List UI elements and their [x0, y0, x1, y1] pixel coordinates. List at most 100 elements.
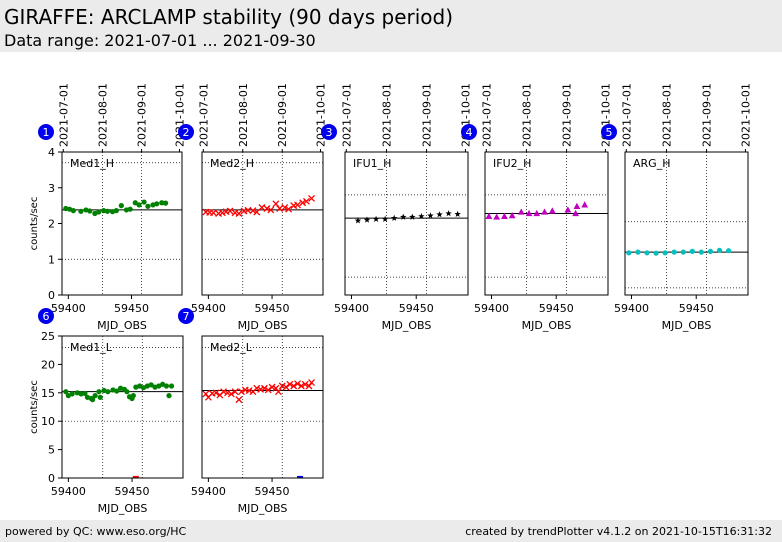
panel-label: IFU2_H — [493, 157, 531, 170]
data-point — [267, 206, 275, 214]
data-point — [308, 195, 315, 202]
date-tick-label: 2021-07-01 — [340, 83, 353, 147]
data-point — [454, 210, 461, 217]
panel-number: 6 — [43, 310, 50, 323]
data-point — [276, 205, 284, 212]
data-point — [707, 248, 714, 254]
panel-number-badge — [601, 124, 617, 140]
data-point — [238, 388, 245, 396]
data-point — [716, 247, 723, 253]
y-tick-label: 1 — [48, 253, 55, 266]
data-point — [290, 382, 298, 390]
data-point — [294, 380, 301, 388]
data-point — [698, 249, 704, 255]
panel-label: IFU1_H — [353, 157, 391, 170]
plot-frame — [61, 335, 184, 479]
data-point — [70, 208, 76, 214]
x-axis-label: MJD_OBS — [97, 319, 147, 332]
data-point — [92, 393, 98, 399]
plot-frame — [201, 335, 324, 479]
data-point — [227, 390, 235, 398]
panel-number: 7 — [183, 310, 190, 323]
data-point — [573, 202, 581, 209]
date-tick-label: 2021-09-01 — [701, 83, 714, 147]
data-point — [87, 208, 93, 214]
report-header: GIRAFFE: ARCLAMP stability (90 days peri… — [0, 0, 782, 52]
panel-number: 2 — [183, 126, 190, 139]
panel-number-badge — [461, 124, 477, 140]
data-point — [564, 206, 572, 213]
data-point — [226, 207, 234, 215]
plot-panel-med2-h: Med2_H 2 59400 59450 MJD_OBS 2021-07-01 2021-0… — [178, 83, 327, 332]
data-point — [294, 201, 301, 209]
data-point — [281, 203, 289, 211]
data-point — [97, 394, 103, 400]
data-point — [653, 250, 659, 256]
y-tick-label: 2 — [48, 218, 55, 231]
x-tick-label: 59400 — [191, 485, 226, 498]
data-point — [249, 207, 257, 215]
x-tick-label: 59400 — [334, 302, 369, 315]
y-tick-label: 0 — [48, 472, 55, 485]
data-point — [224, 389, 231, 397]
data-point — [501, 212, 508, 219]
data-point — [363, 216, 371, 223]
plot-panel-med1-l: Med1_L 6 59400 59450 MJD_OBS 0 5 10 15 20 25 counts… — [29, 308, 184, 515]
data-point — [381, 215, 389, 222]
data-point — [96, 389, 102, 395]
plot-frame — [624, 151, 749, 296]
x-tick-label: 59400 — [614, 302, 649, 315]
date-tick-label: 2021-08-01 — [520, 83, 533, 147]
data-point — [260, 384, 268, 392]
panel-number: 3 — [326, 126, 333, 139]
x-tick-label: 59400 — [474, 302, 509, 315]
data-point — [113, 208, 119, 214]
date-tick-label: 2021-09-01 — [561, 83, 574, 147]
data-point — [285, 205, 293, 213]
data-point — [689, 248, 695, 254]
data-point — [82, 390, 88, 396]
y-tick-label: 10 — [41, 415, 55, 428]
data-point — [162, 200, 169, 206]
y-tick-label: 25 — [41, 330, 55, 343]
data-point — [136, 202, 142, 208]
data-point — [96, 209, 102, 215]
panel-label: Med1_H — [70, 157, 114, 170]
data-point — [671, 249, 677, 255]
x-axis-label: MJD_OBS — [382, 319, 432, 332]
panel-number-badge — [321, 124, 337, 140]
data-point — [493, 213, 501, 220]
data-point — [548, 207, 556, 214]
panel-label: ARG_H — [633, 157, 670, 170]
y-axis-label: counts/sec — [29, 197, 40, 251]
date-tick-label: 2021-07-01 — [620, 83, 633, 147]
data-point — [427, 212, 434, 219]
data-point — [400, 213, 407, 220]
data-point — [517, 208, 525, 215]
data-point — [308, 379, 315, 387]
data-point — [302, 197, 310, 205]
date-tick-label: 2021-09-01 — [276, 83, 289, 147]
data-point — [148, 382, 154, 388]
data-point — [69, 391, 75, 397]
data-point — [485, 212, 493, 219]
date-tick-label: 2021-07-01 — [197, 83, 210, 147]
x-axis-label: MJD_OBS — [238, 502, 288, 515]
data-point — [626, 250, 632, 256]
data-point — [124, 389, 130, 395]
date-tick-label: 2021-10-01 — [739, 83, 752, 147]
data-point — [78, 208, 84, 214]
x-axis-label: MJD_OBS — [662, 319, 712, 332]
data-point — [644, 250, 650, 256]
data-point — [268, 383, 276, 391]
data-point — [409, 213, 416, 220]
y-tick-label: 5 — [48, 444, 55, 457]
panel-label: Med2_H — [210, 157, 254, 170]
x-axis-label: MJD_OBS — [238, 319, 288, 332]
data-point — [445, 210, 452, 217]
data-point — [141, 199, 147, 205]
data-point — [130, 393, 136, 399]
date-tick-label: 2021-09-01 — [421, 83, 434, 147]
y-tick-label: 20 — [41, 358, 55, 371]
data-point — [299, 199, 307, 207]
